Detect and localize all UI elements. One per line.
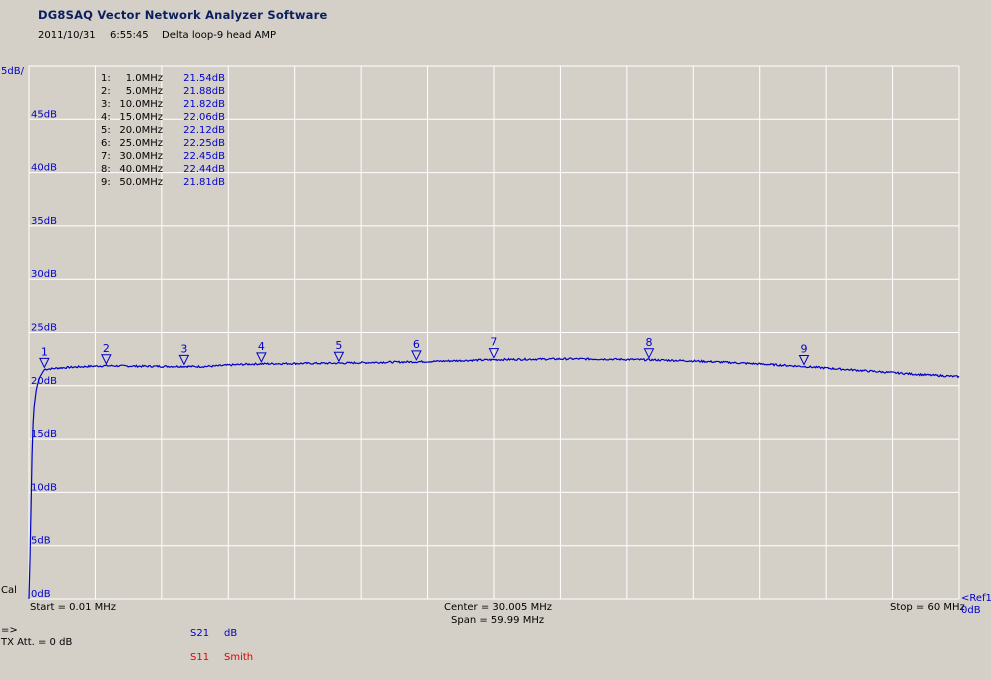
y-tick-label: 0dB (31, 589, 51, 600)
marker-table-frequency: 50.0MHz (119, 177, 163, 188)
y-tick-label: 45dB (31, 109, 57, 120)
marker-table-frequency: 10.0MHz (119, 99, 163, 110)
marker-triangle (256, 352, 267, 363)
marker-triangle (798, 355, 810, 366)
arrow-indicator: => (1, 625, 18, 636)
measurement-date: 2011/10/31 (38, 30, 96, 41)
marker-label: 5 (335, 339, 342, 352)
marker-table-frequency: 40.0MHz (119, 164, 163, 175)
marker-table-frequency: 30.0MHz (119, 151, 163, 162)
marker-table: 1: 1.0MHz 21.54dB 2: 5.0MHz 21.88dB 3: 10.0MHz 2… (101, 73, 225, 188)
marker-table-frequency: 25.0MHz (119, 138, 163, 149)
marker-label: 7 (490, 336, 497, 349)
reference-value: 0dB (961, 605, 981, 616)
marker-table-value: 21.88dB (183, 86, 225, 97)
reference-label: <Ref1 0dB (961, 593, 991, 617)
trace1-format[interactable]: dB (224, 628, 238, 639)
trace2-parameter[interactable]: S11 (190, 652, 210, 663)
trace1-parameter[interactable]: S21 (190, 628, 210, 639)
reference-marker: <Ref1 (961, 593, 991, 604)
marker-table-id: 9: (101, 177, 111, 188)
y-tick-label: 10dB (31, 482, 57, 493)
span-label: Span = 59.99 MHz (451, 615, 545, 626)
cal-label: Cal (1, 585, 17, 596)
tx-attenuation-label: TX Att. = 0 dB (1, 637, 73, 648)
y-tick-label: 40dB (31, 163, 57, 174)
start-frequency-label: Start = 0.01 MHz (30, 602, 117, 613)
scale-label: 5dB/ (1, 66, 24, 77)
app-title: DG8SAQ Vector Network Analyzer Software (38, 8, 328, 22)
marker-table-value: 22.44dB (183, 164, 225, 175)
marker-table-frequency: 1.0MHz (126, 73, 163, 84)
marker-label: 2 (103, 342, 110, 355)
marker-label: 9 (800, 343, 807, 356)
marker-table-value: 22.45dB (183, 151, 225, 162)
marker-triangle (101, 354, 112, 365)
marker-label: 8 (645, 336, 652, 349)
marker-label: 6 (413, 338, 420, 351)
trace-layer (28, 357, 960, 600)
trace-s21 (28, 357, 960, 600)
marker-table-frequency: 15.0MHz (119, 112, 163, 123)
marker-triangle (488, 348, 500, 359)
marker-triangle (178, 354, 190, 366)
marker-triangle (411, 350, 422, 361)
marker-table-frequency: 20.0MHz (119, 125, 163, 136)
marker-table-frequency: 5.0MHz (126, 86, 163, 97)
y-tick-label: 20dB (31, 376, 57, 387)
marker-table-value: 21.82dB (183, 99, 225, 110)
marker-label: 4 (258, 340, 265, 353)
marker-table-id: 7: (101, 151, 111, 162)
marker-label: 1 (41, 345, 48, 358)
marker-table-value: 21.81dB (183, 177, 225, 188)
y-tick-label: 15dB (31, 429, 57, 440)
trace2-format[interactable]: Smith (224, 652, 254, 663)
marker-label: 3 (180, 342, 187, 355)
y-tick-label: 5dB (31, 536, 51, 547)
y-axis-labels: 0dB 5dB 10dB 15dB 20dB 25dB 30dB 35dB 40dB 45dB (31, 109, 57, 600)
marker-table-id: 1: (101, 73, 111, 84)
grid (28, 65, 960, 600)
marker-table-value: 22.12dB (183, 125, 225, 136)
marker-table-id: 3: (101, 99, 111, 110)
marker-triangle (333, 351, 345, 363)
marker-table-id: 6: (101, 138, 111, 149)
marker-table-id: 8: (101, 164, 111, 175)
marker-table-id: 5: (101, 125, 111, 136)
marker-table-value: 22.06dB (183, 112, 225, 123)
y-tick-label: 35dB (31, 216, 57, 227)
measurement-description: Delta loop-9 head AMP (162, 30, 277, 41)
y-tick-label: 25dB (31, 323, 57, 334)
marker-triangle (643, 348, 655, 359)
marker-table-value: 21.54dB (183, 73, 225, 84)
marker-table-id: 4: (101, 112, 111, 123)
measurement-time: 6:55:45 (110, 30, 149, 41)
stop-frequency-label: Stop = 60 MHz (890, 602, 965, 613)
marker-layer: 1 2 3 4 5 6 7 8 9 (39, 336, 810, 369)
center-frequency-label: Center = 30.005 MHz (444, 602, 552, 613)
marker-table-value: 22.25dB (183, 138, 225, 149)
y-tick-label: 30dB (31, 269, 57, 280)
marker-triangle (39, 357, 50, 369)
marker-table-id: 2: (101, 86, 111, 97)
